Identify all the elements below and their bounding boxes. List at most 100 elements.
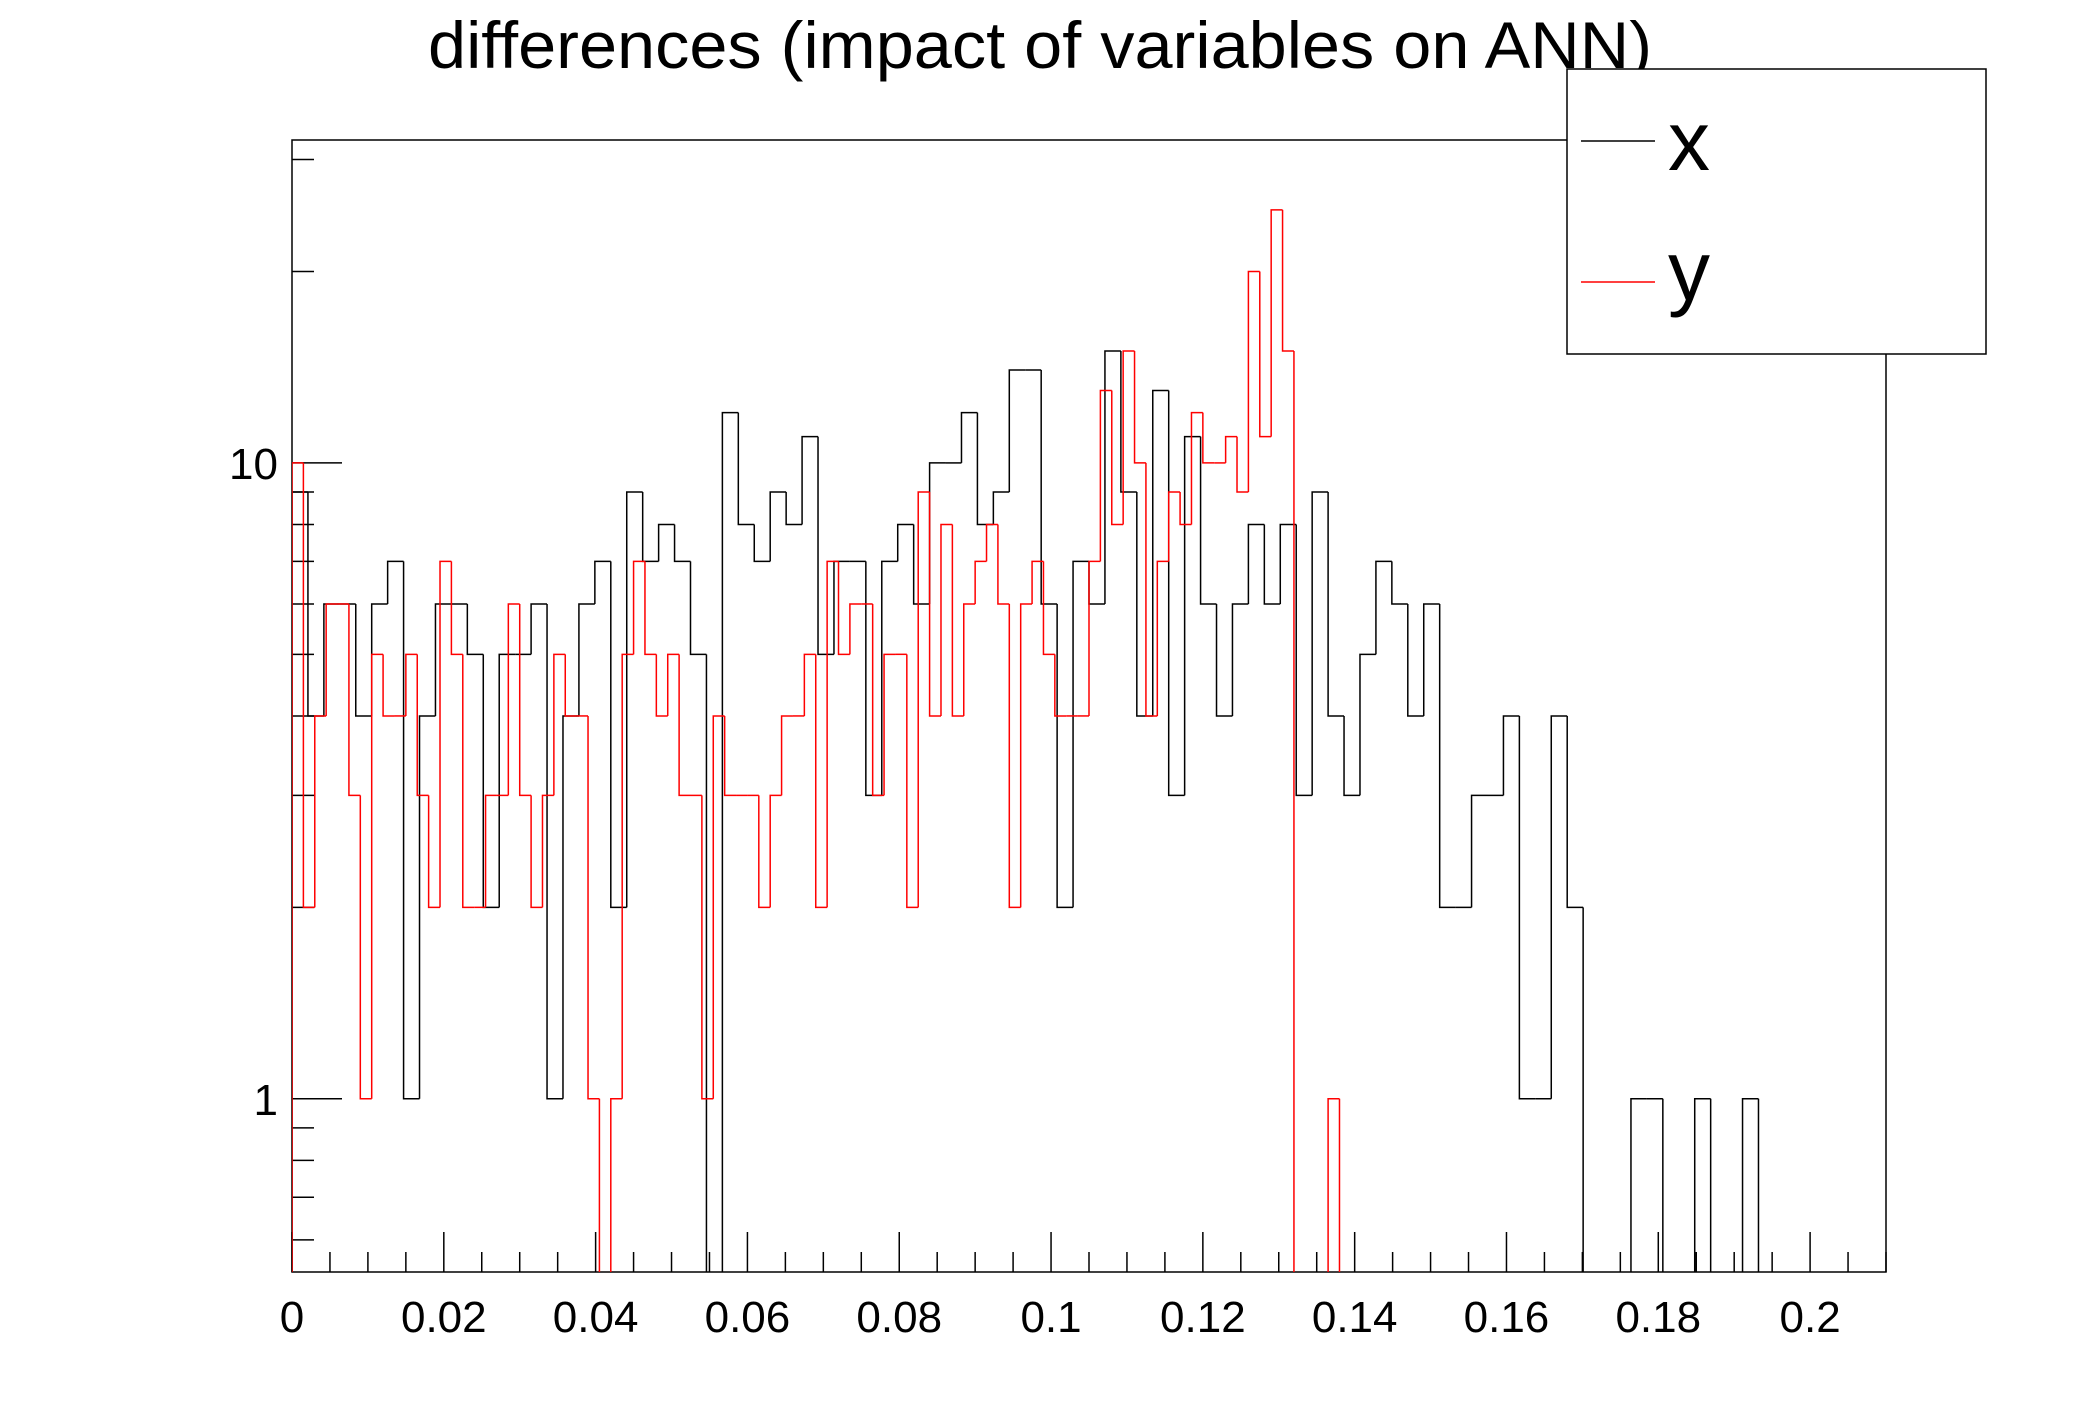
histogram-bin-x: [657, 523, 675, 562]
x-tick-label: 0.04: [553, 1293, 639, 1342]
histogram-bin-x: [673, 524, 691, 563]
histogram-bin-y: [610, 1098, 623, 1272]
y-tick-label: 1: [254, 1076, 278, 1125]
histogram-bin-x: [1040, 370, 1058, 605]
histogram-bin-x: [1327, 492, 1345, 717]
histogram-bin-y: [666, 653, 680, 716]
legend-label-x: x: [1668, 94, 1710, 188]
histogram-bin-y: [541, 794, 554, 908]
histogram-bin-y: [644, 561, 657, 656]
histogram-bin-y: [917, 491, 930, 908]
histogram-bin-x: [896, 523, 914, 562]
histogram-bin-x: [1757, 1098, 1760, 1272]
histogram-bin-y: [883, 653, 896, 796]
histogram-bin-x: [1247, 523, 1265, 604]
histogram-bin-y: [1247, 270, 1260, 493]
histogram-bin-y: [849, 603, 862, 655]
histogram-bin-x: [1311, 491, 1329, 796]
histogram-bin-y: [587, 715, 600, 1100]
histogram-bin-x: [1566, 715, 1584, 909]
histogram-bin-y: [985, 523, 998, 562]
histogram-bin-y: [974, 560, 987, 604]
histogram-bin-x: [1438, 603, 1456, 909]
histogram-bin-x: [960, 411, 978, 463]
histogram-bin-x: [498, 653, 516, 908]
histogram-bin-y: [1111, 390, 1124, 526]
x-tick-label: 0.12: [1160, 1293, 1246, 1342]
histogram-bin-x: [1263, 524, 1281, 605]
histogram-bin-y: [1156, 560, 1169, 716]
histogram-bin-x: [689, 561, 707, 656]
histogram-bin-y: [1224, 435, 1238, 463]
histogram-bin-x: [1391, 561, 1408, 605]
x-tick-label: 0.18: [1615, 1293, 1701, 1342]
legend-box: [1566, 68, 1987, 355]
histogram-bin-x: [1215, 603, 1233, 717]
histogram-bin-x: [386, 560, 404, 604]
histogram-bin-x: [1152, 389, 1169, 716]
histogram-bin-x: [1407, 603, 1424, 717]
histogram-bin-x: [1662, 1098, 1664, 1272]
histogram-bin-y: [1259, 271, 1272, 438]
histogram-bin-x: [292, 491, 308, 1272]
histogram-bin-y: [928, 492, 941, 717]
histogram-bin-x: [1518, 715, 1536, 1100]
histogram-bin-y: [564, 654, 577, 717]
y-axis: 1 10: [229, 158, 342, 1241]
histogram-bin-y: [1054, 654, 1067, 717]
histogram-bin-x: [1502, 715, 1520, 796]
histogram-bin-y: [1327, 1098, 1340, 1272]
histogram-bin-y: [1019, 603, 1033, 908]
histogram-bin-x: [530, 603, 548, 655]
histogram-bin-y: [439, 560, 452, 908]
histogram-bin-y: [1293, 350, 1295, 1272]
histogram-bin-y: [1008, 603, 1021, 909]
histogram-bin-x: [705, 654, 708, 1272]
histogram-bin-y: [1281, 209, 1294, 352]
histogram-bin-x: [721, 411, 739, 1272]
histogram-bin-x: [912, 524, 930, 605]
histogram-bin-x: [466, 603, 484, 656]
histogram-bin-y: [906, 654, 919, 909]
histogram-bin-y: [484, 794, 497, 908]
histogram-bin-y: [302, 462, 315, 909]
histogram-bin-y: [1236, 436, 1249, 493]
histogram-bin-x: [992, 491, 1010, 525]
histogram-bin-y: [450, 561, 463, 656]
histogram-bin-y: [963, 603, 976, 716]
histogram-bin-y: [712, 715, 725, 1099]
x-tick-label: 0.06: [705, 1293, 791, 1342]
histogram-bin-x: [418, 715, 436, 1099]
x-tick-label: 0.16: [1464, 1293, 1550, 1342]
x-tick-label: 0.1: [1020, 1293, 1081, 1342]
histogram-bin-y: [382, 654, 395, 717]
histogram-bin-x: [1422, 603, 1440, 716]
histogram-bin-y: [530, 795, 543, 909]
histogram-bin-x: [1183, 435, 1201, 796]
histogram-bin-x: [769, 491, 787, 562]
histogram-bin-x: [1359, 653, 1376, 796]
histogram-bin-y: [359, 795, 372, 1100]
histogram-bin-y: [1133, 350, 1146, 464]
x-tick-label: 0.14: [1312, 1293, 1398, 1342]
histogram-bin-y: [1167, 491, 1181, 562]
histogram-bin-y: [462, 654, 475, 909]
x-tick-label: 0.08: [856, 1293, 942, 1342]
histogram-bin-y: [348, 603, 361, 797]
histogram-bin-x: [737, 412, 755, 526]
histogram-bin-x: [1120, 350, 1137, 493]
legend-label-y: y: [1668, 224, 1710, 318]
histogram-bin-y: [826, 560, 839, 908]
x-tick-label: 0.02: [401, 1293, 487, 1342]
histogram-bin-y: [1031, 560, 1044, 604]
histogram-bin-x: [625, 491, 643, 908]
histogram-bin-y: [1122, 350, 1135, 525]
histogram-bin-y: [871, 603, 885, 797]
histogram-bin-x: [1343, 715, 1360, 797]
histogram-bin-y: [1202, 412, 1215, 464]
histogram-bin-x: [1199, 436, 1217, 605]
histogram-bin-x: [1104, 350, 1121, 604]
histogram-bin-y: [951, 524, 964, 717]
chart-title: differences (impact of variables on ANN): [428, 8, 1652, 82]
